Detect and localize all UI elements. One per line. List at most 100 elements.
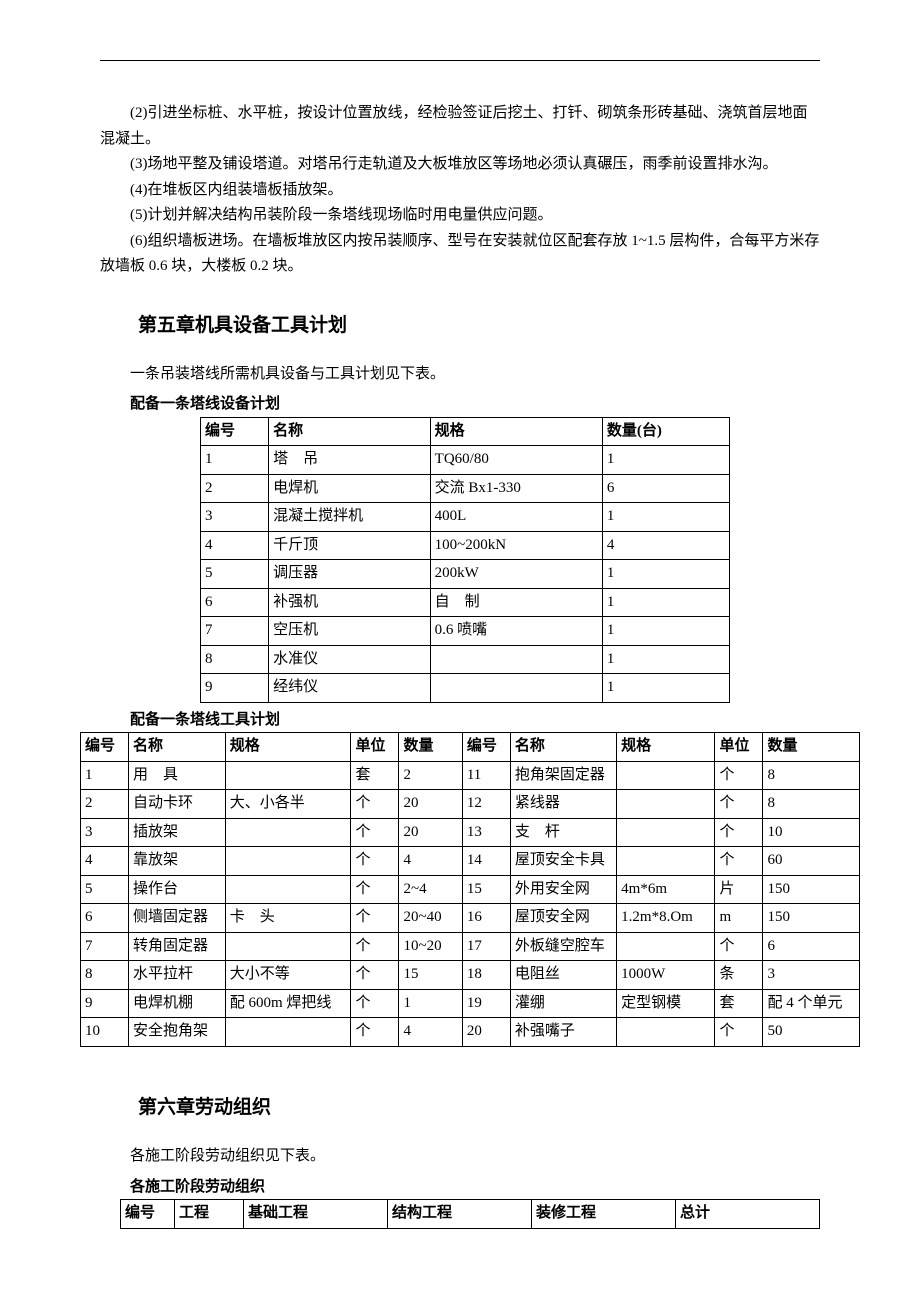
table-cell: 安全抱角架 xyxy=(129,1018,226,1047)
table-cell: 自动卡环 xyxy=(129,790,226,819)
table-cell: 100~200kN xyxy=(430,531,602,560)
table-row: 9电焊机棚配 600m 焊把线个119灌绷定型钢模套配 4 个单元 xyxy=(81,989,860,1018)
table-cell: 卡 头 xyxy=(225,904,351,933)
table-cell: 大小不等 xyxy=(225,961,351,990)
table-cell: 20 xyxy=(462,1018,510,1047)
table-cell: 个 xyxy=(351,904,399,933)
col-decoration: 装修工程 xyxy=(532,1200,676,1229)
table-cell: 大、小各半 xyxy=(225,790,351,819)
table-cell: 插放架 xyxy=(129,818,226,847)
table-cell: 1 xyxy=(399,989,462,1018)
table-cell: 0.6 喷嘴 xyxy=(430,617,602,646)
col-unit-l: 单位 xyxy=(351,733,399,762)
table-cell xyxy=(225,761,351,790)
table-cell: 1 xyxy=(602,588,729,617)
table-cell: 塔 吊 xyxy=(269,446,431,475)
table-cell: 交流 Bx1-330 xyxy=(430,474,602,503)
table-cell: 靠放架 xyxy=(129,847,226,876)
table-cell: 3 xyxy=(201,503,269,532)
table-cell: 混凝土搅拌机 xyxy=(269,503,431,532)
table-row: 2自动卡环大、小各半个2012紧线器个8 xyxy=(81,790,860,819)
table-cell: 20~40 xyxy=(399,904,462,933)
col-id: 编号 xyxy=(121,1200,175,1229)
table-cell xyxy=(430,674,602,703)
table-cell: 补强嘴子 xyxy=(510,1018,616,1047)
table-cell: 4 xyxy=(399,847,462,876)
table-row: 8水准仪1 xyxy=(201,645,730,674)
paragraph-2: (2)引进坐标桩、水平桩，按设计位置放线，经检验签证后挖土、打钎、砌筑条形砖基础… xyxy=(100,101,820,152)
table-cell: 个 xyxy=(351,818,399,847)
table-row: 9经纬仪1 xyxy=(201,674,730,703)
table-row: 5调压器200kW1 xyxy=(201,560,730,589)
col-qty-l: 数量 xyxy=(399,733,462,762)
table-cell: 400L xyxy=(430,503,602,532)
col-name-l: 名称 xyxy=(129,733,226,762)
table-cell: 15 xyxy=(462,875,510,904)
col-total: 总计 xyxy=(676,1200,820,1229)
table-cell: 4m*6m xyxy=(617,875,715,904)
table-cell xyxy=(617,790,715,819)
table-cell xyxy=(225,847,351,876)
table-cell xyxy=(617,1018,715,1047)
table-cell: 抱角架固定器 xyxy=(510,761,616,790)
header-rule xyxy=(100,60,820,61)
col-id-l: 编号 xyxy=(81,733,129,762)
table-cell: 条 xyxy=(715,961,763,990)
table-row: 6补强机自 制1 xyxy=(201,588,730,617)
table-cell: 6 xyxy=(602,474,729,503)
table-cell: 配 600m 焊把线 xyxy=(225,989,351,1018)
table1-caption: 配备一条塔线设备计划 xyxy=(100,391,820,417)
table-cell: 10~20 xyxy=(399,932,462,961)
table-cell: 19 xyxy=(462,989,510,1018)
table-row: 4千斤顶100~200kN4 xyxy=(201,531,730,560)
table-cell: 自 制 xyxy=(430,588,602,617)
table-cell: 屋顶安全卡具 xyxy=(510,847,616,876)
col-foundation: 基础工程 xyxy=(244,1200,388,1229)
table-cell: 150 xyxy=(763,904,860,933)
col-spec-l: 规格 xyxy=(225,733,351,762)
table-row: 1用 具套211抱角架固定器个8 xyxy=(81,761,860,790)
table-cell xyxy=(617,932,715,961)
table-cell: 经纬仪 xyxy=(269,674,431,703)
table-cell: 20 xyxy=(399,818,462,847)
equipment-plan-table: 编号 名称 规格 数量(台) 1塔 吊TQ60/8012电焊机交流 Bx1-33… xyxy=(200,417,730,703)
col-spec: 规格 xyxy=(430,417,602,446)
labor-org-table: 编号 工程 基础工程 结构工程 装修工程 总计 xyxy=(120,1199,820,1229)
table-header-row: 编号 名称 规格 单位 数量 编号 名称 规格 单位 数量 xyxy=(81,733,860,762)
table-cell xyxy=(430,645,602,674)
chapter5-intro: 一条吊装塔线所需机具设备与工具计划见下表。 xyxy=(100,362,820,388)
table-cell xyxy=(225,818,351,847)
col-id-r: 编号 xyxy=(462,733,510,762)
table-cell: 个 xyxy=(715,932,763,961)
chapter5-title: 第五章机具设备工具计划 xyxy=(100,310,820,342)
table-cell: 8 xyxy=(763,761,860,790)
table-cell: 1 xyxy=(602,645,729,674)
table2-caption: 配备一条塔线工具计划 xyxy=(100,707,820,733)
table-cell: 14 xyxy=(462,847,510,876)
table-cell: 操作台 xyxy=(129,875,226,904)
table-cell: 个 xyxy=(351,847,399,876)
table-cell: 个 xyxy=(715,790,763,819)
table-row: 7空压机0.6 喷嘴1 xyxy=(201,617,730,646)
table-row: 3插放架个2013支 杆个10 xyxy=(81,818,860,847)
table-cell: 12 xyxy=(462,790,510,819)
table-row: 8水平拉杆大小不等个1518电阻丝1000W条3 xyxy=(81,961,860,990)
table-cell: 紧线器 xyxy=(510,790,616,819)
table-cell: 5 xyxy=(81,875,129,904)
table-cell: 个 xyxy=(351,989,399,1018)
table-cell: 9 xyxy=(81,989,129,1018)
table-cell: 水准仪 xyxy=(269,645,431,674)
table-row: 1塔 吊TQ60/801 xyxy=(201,446,730,475)
table-cell: 调压器 xyxy=(269,560,431,589)
table-cell: 3 xyxy=(763,961,860,990)
col-name-r: 名称 xyxy=(510,733,616,762)
table-cell: 1 xyxy=(602,446,729,475)
table-cell: 6 xyxy=(763,932,860,961)
table-cell: 20 xyxy=(399,790,462,819)
table-cell: 套 xyxy=(351,761,399,790)
col-unit-r: 单位 xyxy=(715,733,763,762)
table-cell: 2 xyxy=(201,474,269,503)
chapter6-title: 第六章劳动组织 xyxy=(100,1092,820,1124)
table-cell: 个 xyxy=(715,1018,763,1047)
col-spec-r: 规格 xyxy=(617,733,715,762)
